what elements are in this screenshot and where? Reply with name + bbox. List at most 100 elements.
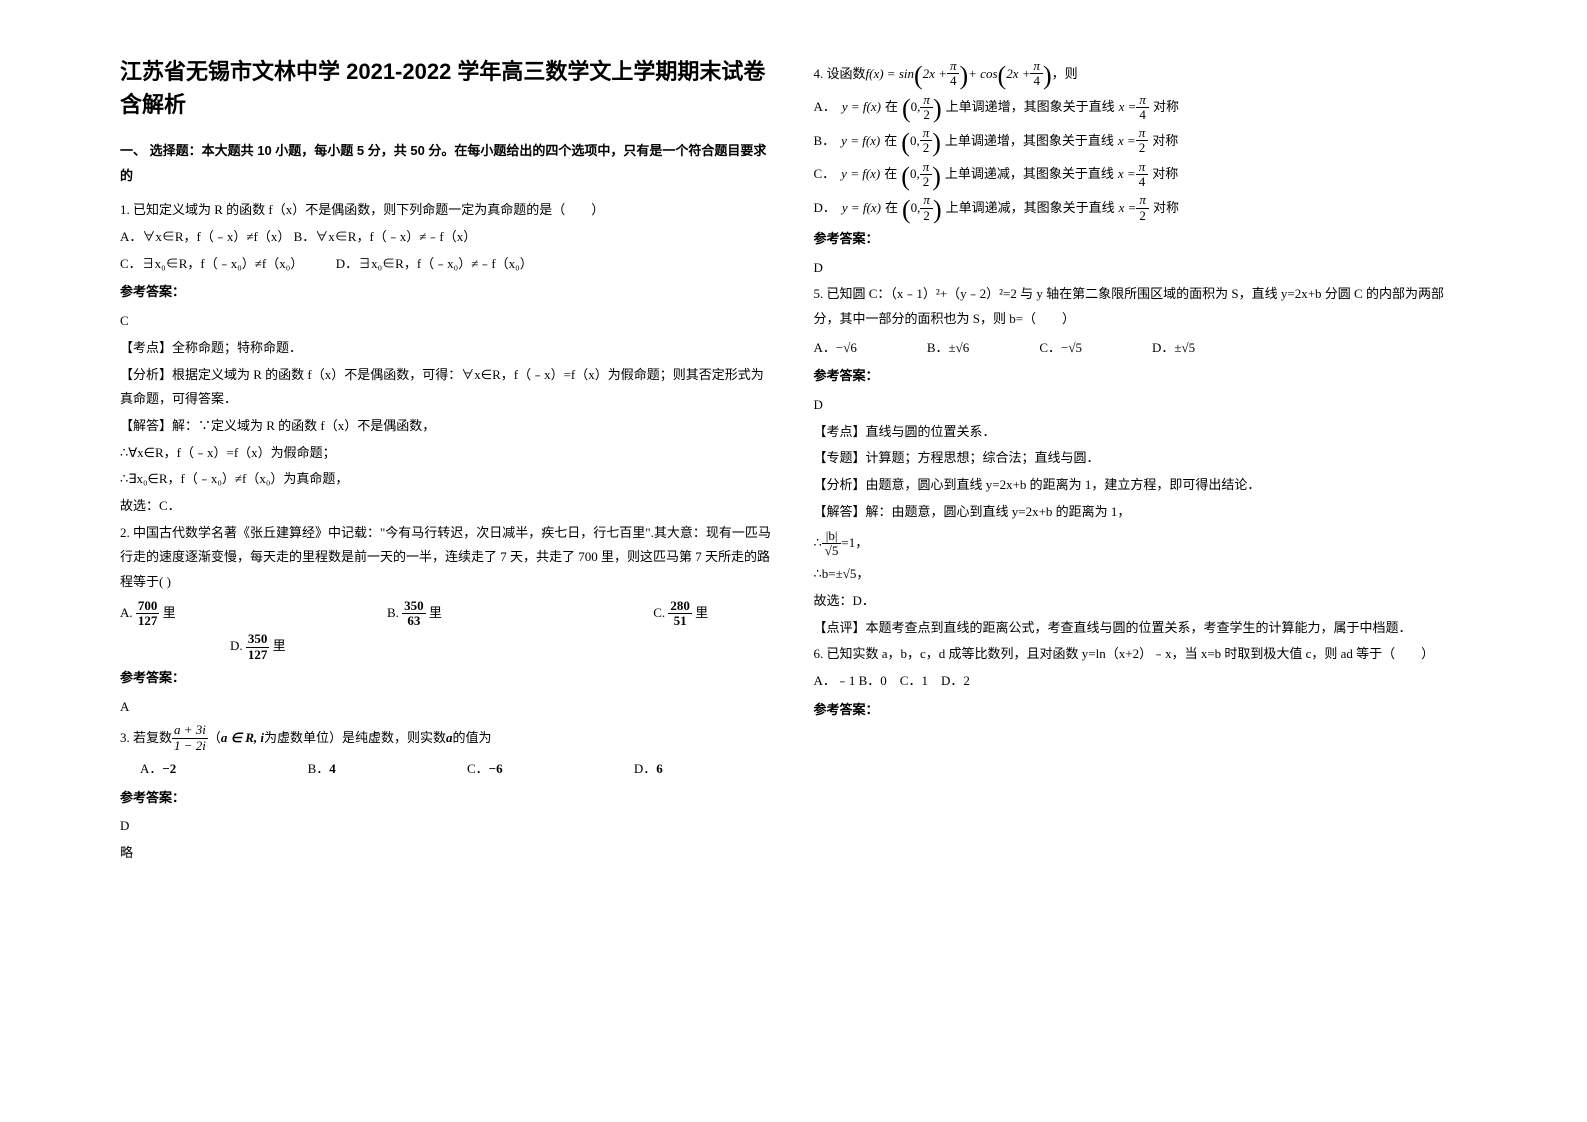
q4-xeq-a: x = xyxy=(1119,98,1137,116)
q2-optD: D. 350 127 里 xyxy=(230,638,286,653)
q1-k6: 故选：C． xyxy=(120,494,774,519)
rparen-icon: ) xyxy=(933,197,942,223)
q5-therefore: ∴ xyxy=(814,534,822,552)
q4-zai-c: 在 xyxy=(884,165,897,183)
q4-0-d: 0, xyxy=(911,199,921,217)
lparen-icon: ( xyxy=(902,96,911,122)
q4-2-a: 2 xyxy=(920,108,933,122)
q4-sym-d: 对称 xyxy=(1153,199,1179,217)
q1-k4: ∴∀x∈R，f（﹣x）=f（x）为假命题； xyxy=(120,441,774,466)
q2-stem: 2. 中国古代数学名著《张丘建算经》中记载："今有马行转迟，次日减半，疾七日，行… xyxy=(120,521,774,595)
q5-optC: C．−√5 xyxy=(1039,336,1082,361)
q1-optC: C．∃x₀∈R，f（﹣x₀）≠f（x₀） xyxy=(120,256,303,271)
q5-optA: A．−√6 xyxy=(814,336,857,361)
q4-sym-b: 对称 xyxy=(1152,132,1178,150)
q4-pi-2c: π xyxy=(1136,126,1149,141)
q4-zai-b: 在 xyxy=(884,132,897,150)
q5-eq1: =1， xyxy=(841,534,868,552)
q4-xeq-b: x = xyxy=(1118,132,1136,150)
q3-frac: a + 3i 1 − 2i xyxy=(172,723,208,753)
lparen-icon: ( xyxy=(901,130,910,156)
q4-xeq-d: x = xyxy=(1119,199,1137,217)
q1-optB: B．∀x∈R，f（﹣x）≠﹣f（x） xyxy=(294,229,477,244)
q4-2-c: 2 xyxy=(1136,141,1149,155)
q3-ans-head: 参考答案： xyxy=(120,786,774,811)
q4-2-b: 2 xyxy=(920,141,933,155)
page: 江苏省无锡市文林中学 2021-2022 学年高三数学文上学期期末试卷含解析 一… xyxy=(0,0,1587,1122)
q3-optB: B．4 xyxy=(308,757,336,782)
q5-Av: −√6 xyxy=(836,340,857,355)
q4-i2: 2x + xyxy=(1006,65,1030,83)
q4-pi2d: π 2 xyxy=(920,160,933,190)
q2-letter: A xyxy=(120,695,774,720)
q4-yfx-a: y = f(x) xyxy=(842,98,881,116)
q5-k3: 【分析】由题意，圆心到直线 y=2x+b 的距离为 1，建立方程，即可得出结论． xyxy=(814,473,1468,498)
q4-optC: C． y = f(x) 在 ( 0, π 2 ) 上单调递减，其图象关于直线 x… xyxy=(814,160,1468,190)
q6-ans-head: 参考答案： xyxy=(814,698,1468,723)
q4-sym-a: 对称 xyxy=(1153,98,1179,116)
q2-D-lbl: D. xyxy=(230,638,243,653)
q5-k1: 【考点】直线与圆的位置关系． xyxy=(814,420,1468,445)
q4-pi4a: π 4 xyxy=(947,59,960,89)
section-head: 一、 选择题：本大题共 10 小题，每小题 5 分，共 50 分。在每小题给出的… xyxy=(120,139,774,188)
q4-optB: B． y = f(x) 在 ( 0, π 2 ) 上单调递增，其图象关于直线 x… xyxy=(814,126,1468,156)
q1-letter: C xyxy=(120,309,774,334)
q4-A: A． xyxy=(814,98,836,116)
q5-k7: 【点评】本题考查点到直线的距离公式，考查直线与圆的位置关系，考查学生的计算能力，… xyxy=(814,616,1468,641)
doc-title: 江苏省无锡市文林中学 2021-2022 学年高三数学文上学期期末试卷含解析 xyxy=(120,55,774,121)
q4-D: D． xyxy=(814,199,836,217)
q4-pi-a: π xyxy=(947,59,960,74)
q4-pi-2f: π xyxy=(1136,193,1149,208)
q4-yfx-b: y = f(x) xyxy=(841,132,880,150)
lparen-icon: ( xyxy=(998,63,1007,89)
q2-optC: C. 280 51 里 xyxy=(653,599,708,629)
q5-k2: 【专题】计算题；方程思想；综合法；直线与圆． xyxy=(814,446,1468,471)
q5-ans-head: 参考答案： xyxy=(814,364,1468,389)
q5-stem: 5. 已知圆 C：（x﹣1）²+（y﹣2）²=2 与 y 轴在第二象限所围区域的… xyxy=(814,282,1468,331)
q2-D-suf: 里 xyxy=(273,638,286,653)
q4-pi2c: π 2 xyxy=(1136,126,1149,156)
q2-B-num: 350 xyxy=(402,599,426,614)
rparen-icon: ) xyxy=(932,130,941,156)
q4-pre: 4. 设函数 xyxy=(814,65,866,83)
q5-B: B． xyxy=(927,340,949,355)
q4-pi-4c: π xyxy=(1136,93,1149,108)
q4-stem: 4. 设函数 f(x) = sin ( 2x + π 4 ) + cos ( 2… xyxy=(814,59,1468,89)
q4-inc-b: 上单调递增，其图象关于直线 xyxy=(945,132,1114,150)
q5-letter: D xyxy=(814,393,1468,418)
q1-ans-head: 参考答案： xyxy=(120,280,774,305)
q2-optB: B. 350 63 里 xyxy=(387,599,442,629)
q4-pi2b: π 2 xyxy=(920,126,933,156)
right-column: 4. 设函数 f(x) = sin ( 2x + π 4 ) + cos ( 2… xyxy=(794,55,1488,1067)
q4-4-b: 4 xyxy=(1030,74,1043,88)
q5-bnum: |b| xyxy=(822,529,842,544)
q2-A-lbl: A. xyxy=(120,604,133,619)
q4-plus: + cos xyxy=(968,65,997,83)
q3-opts: A．−2 B．4 C．−6 D．6 xyxy=(140,757,663,782)
q4-pi2e: π 2 xyxy=(920,193,933,223)
q3-note: 略 xyxy=(120,841,774,866)
q2-D-num: 350 xyxy=(246,632,270,647)
q3-optD: D．6 xyxy=(634,757,663,782)
q3-suf2: 的值为 xyxy=(453,729,492,747)
q1-k5: ∴∃x₀∈R，f（﹣x₀）≠f（x₀）为真命题， xyxy=(120,467,774,492)
rparen-icon: ) xyxy=(932,164,941,190)
q4-pi-4d: π xyxy=(1136,160,1149,175)
q4-C: C． xyxy=(814,165,836,183)
q4-0-b: 0, xyxy=(910,132,920,150)
q4-sym-c: 对称 xyxy=(1152,165,1178,183)
q5-optD: D．±√5 xyxy=(1152,336,1195,361)
q2-B-den: 63 xyxy=(402,614,426,628)
q1-optA: A．∀x∈R，f（﹣x）≠f（x） xyxy=(120,229,290,244)
q5-k4: 【解答】解：由题意，圆心到直线 y=2x+b 的距离为 1， xyxy=(814,500,1468,525)
q4-pi-2a: π xyxy=(920,93,933,108)
q5-eq: ∴ |b| √5 =1， xyxy=(814,529,1468,559)
q4-yfx-c: y = f(x) xyxy=(841,165,880,183)
q5-A: A． xyxy=(814,340,836,355)
q4-2-d: 2 xyxy=(920,175,933,189)
q2-ans-head: 参考答案： xyxy=(120,666,774,691)
q6-stem: 6. 已知实数 a，b，c，d 成等比数列，且对函数 y=ln（x+2）﹣x，当… xyxy=(814,642,1468,667)
rparen-icon: ) xyxy=(959,63,968,89)
q3-cond: a ∈ R, i xyxy=(221,729,264,747)
q2-A-frac: 700 127 xyxy=(136,599,160,629)
